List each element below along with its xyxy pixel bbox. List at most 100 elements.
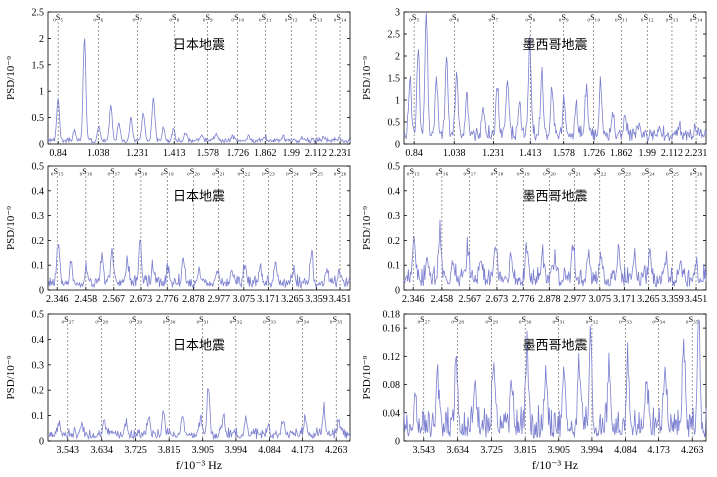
y-axis-label: PSD/10⁻⁹ <box>361 206 373 250</box>
y-tick-label: 0.2 <box>388 236 401 247</box>
y-tick-label: 1 <box>395 96 400 107</box>
x-tick-label: 2.878 <box>538 294 561 305</box>
x-tick-label: 1.231 <box>482 148 505 159</box>
mode-label: ₀S₃₁ <box>552 315 565 324</box>
x-tick-label: 1.038 <box>443 148 466 159</box>
y-tick-label: 0.4 <box>388 186 401 197</box>
y-tick-label: 0.12 <box>383 352 401 363</box>
mode-label: ₀S₁₃ <box>310 13 323 22</box>
y-tick-label: 2 <box>395 52 400 63</box>
mode-label: ₀S₂₄ <box>642 167 655 176</box>
mode-label: ₀S₈ <box>525 13 535 22</box>
mode-label: ₀S₂₈ <box>451 315 464 324</box>
psd-series-line <box>403 11 707 142</box>
x-tick-label: 3.359 <box>661 294 684 305</box>
y-tick-label: 0.2 <box>32 386 45 397</box>
y-tick-label: 2 <box>39 34 44 45</box>
mode-label: ₀S₃₅ <box>686 315 699 324</box>
mode-label: ₀S₃₀ <box>163 315 176 324</box>
x-tick-label: 3.075 <box>233 294 256 305</box>
x-tick-label: 3.265 <box>281 294 304 305</box>
mode-label: ₀S₂₇ <box>417 315 430 324</box>
x-tick-label: 1.413 <box>163 148 186 159</box>
plot-frame <box>47 11 351 145</box>
x-tick-label: 0.84 <box>49 148 67 159</box>
x-tick-label: 1.726 <box>582 148 605 159</box>
panel-title: 墨西哥地震 <box>522 38 587 53</box>
y-tick-label: 0.5 <box>388 162 401 173</box>
mode-label: ₀S₂₂ <box>237 167 250 176</box>
mode-label: ₀S₂₉ <box>129 315 142 324</box>
x-tick-label: 3.725 <box>480 445 503 456</box>
x-tick-label: 1.726 <box>226 148 249 159</box>
x-tick-label: 3.815 <box>514 445 537 456</box>
x-tick-label: 1.862 <box>254 148 277 159</box>
x-tick-label: 3.075 <box>589 294 612 305</box>
mode-label: ₀S₁₀ <box>231 13 244 22</box>
chart-panel-2: 0 0.5 1 1.5 2 2.5 3 0.84 ₀S₅ 1.038 ₀S₆ 1.231 ₀S₇ 1.41… <box>361 8 707 160</box>
y-tick-label: 1.5 <box>388 74 401 85</box>
panel-title: 日本地震 <box>173 190 225 205</box>
y-tick-label: 2.5 <box>388 30 401 41</box>
x-tick-label: 1.231 <box>126 148 149 159</box>
chart-panel-3: 0 0.1 0.2 0.3 0.4 0.5 2.346 ₀S₁₅ 2.458 ₀S₁₆ 2.567 ₀… <box>5 162 351 306</box>
mode-label: ₀S₁₀ <box>587 13 600 22</box>
mode-label: ₀S₂₆ <box>334 167 347 176</box>
y-tick-label: 0.3 <box>32 211 45 222</box>
x-tick-label: 4.173 <box>291 445 314 456</box>
chart-panel-4: 0 0.1 0.2 0.3 0.4 0.5 2.346 ₀S₁₅ 2.458 ₀S₁₆ 2.567 ₀… <box>361 162 707 306</box>
x-axis-label: f/10⁻³ Hz <box>176 458 222 472</box>
mode-label: ₀S₃₂ <box>585 315 598 324</box>
x-tick-label: 4.263 <box>325 445 348 456</box>
x-tick-label: 3.815 <box>158 445 181 456</box>
mode-label: ₀S₁₉ <box>161 167 174 176</box>
x-tick-label: 1.578 <box>552 148 575 159</box>
y-axis-label: PSD/10⁻⁹ <box>5 206 17 250</box>
mode-label: ₀S₅ <box>53 13 63 22</box>
mode-label: ₀S₂₄ <box>286 167 299 176</box>
x-tick-label: 2.458 <box>75 294 98 305</box>
x-tick-label: 2.231 <box>329 148 352 159</box>
y-tick-label: 0.04 <box>383 408 401 419</box>
x-tick-label: 1.038 <box>87 148 110 159</box>
mode-label: ₀S₁₁ <box>259 13 272 22</box>
x-tick-label: 3.905 <box>191 445 214 456</box>
mode-label: ₀S₁₉ <box>517 167 530 176</box>
mode-label: ₀S₂₀ <box>187 167 200 176</box>
mode-label: ₀S₂₇ <box>61 315 74 324</box>
mode-label: ₀S₃₅ <box>330 315 343 324</box>
mode-label: ₀S₁₇ <box>463 167 476 176</box>
y-tick-label: 0 <box>395 437 400 448</box>
mode-label: ₀S₂₉ <box>485 315 498 324</box>
x-tick-label: 2.878 <box>182 294 205 305</box>
x-tick-label: 2.673 <box>130 294 153 305</box>
mode-label: ₀S₃₀ <box>519 315 532 324</box>
mode-label: ₀S₂₂ <box>593 167 606 176</box>
y-tick-label: 0.16 <box>383 324 401 335</box>
psd-series-line <box>47 239 351 290</box>
chart-panel-6: 0 0.04 0.08 0.12 0.16 0.18 3.543 ₀S₂₇ 3.634 ₀S₂₈ 3… <box>361 310 707 472</box>
x-tick-label: 1.99 <box>282 148 300 159</box>
y-tick-label: 0.5 <box>32 113 45 124</box>
mode-label: ₀S₂₈ <box>95 315 108 324</box>
mode-label: ₀S₃₂ <box>229 315 242 324</box>
psd-series-line <box>403 318 707 439</box>
y-tick-label: 0.3 <box>388 211 401 222</box>
mode-label: ₀S₁₅ <box>51 167 64 176</box>
x-axis-label: f/10⁻³ Hz <box>532 458 578 472</box>
y-tick-label: 0.08 <box>383 380 401 391</box>
y-tick-label: 0.1 <box>32 261 45 272</box>
mode-label: ₀S₁₄ <box>334 13 347 22</box>
mode-label: ₀S₂₆ <box>690 167 703 176</box>
x-tick-label: 3.265 <box>637 294 660 305</box>
x-tick-label: 2.567 <box>103 294 126 305</box>
y-tick-label: 0 <box>39 286 44 297</box>
x-tick-label: 3.171 <box>613 294 636 305</box>
y-tick-label: 3 <box>395 8 400 19</box>
mode-label: ₀S₆ <box>449 13 459 22</box>
x-tick-label: 0.84 <box>405 148 423 159</box>
x-tick-label: 2.346 <box>402 294 425 305</box>
panel-title: 墨西哥地震 <box>522 339 587 354</box>
y-tick-label: 0 <box>395 286 400 297</box>
x-tick-label: 3.634 <box>446 445 469 456</box>
